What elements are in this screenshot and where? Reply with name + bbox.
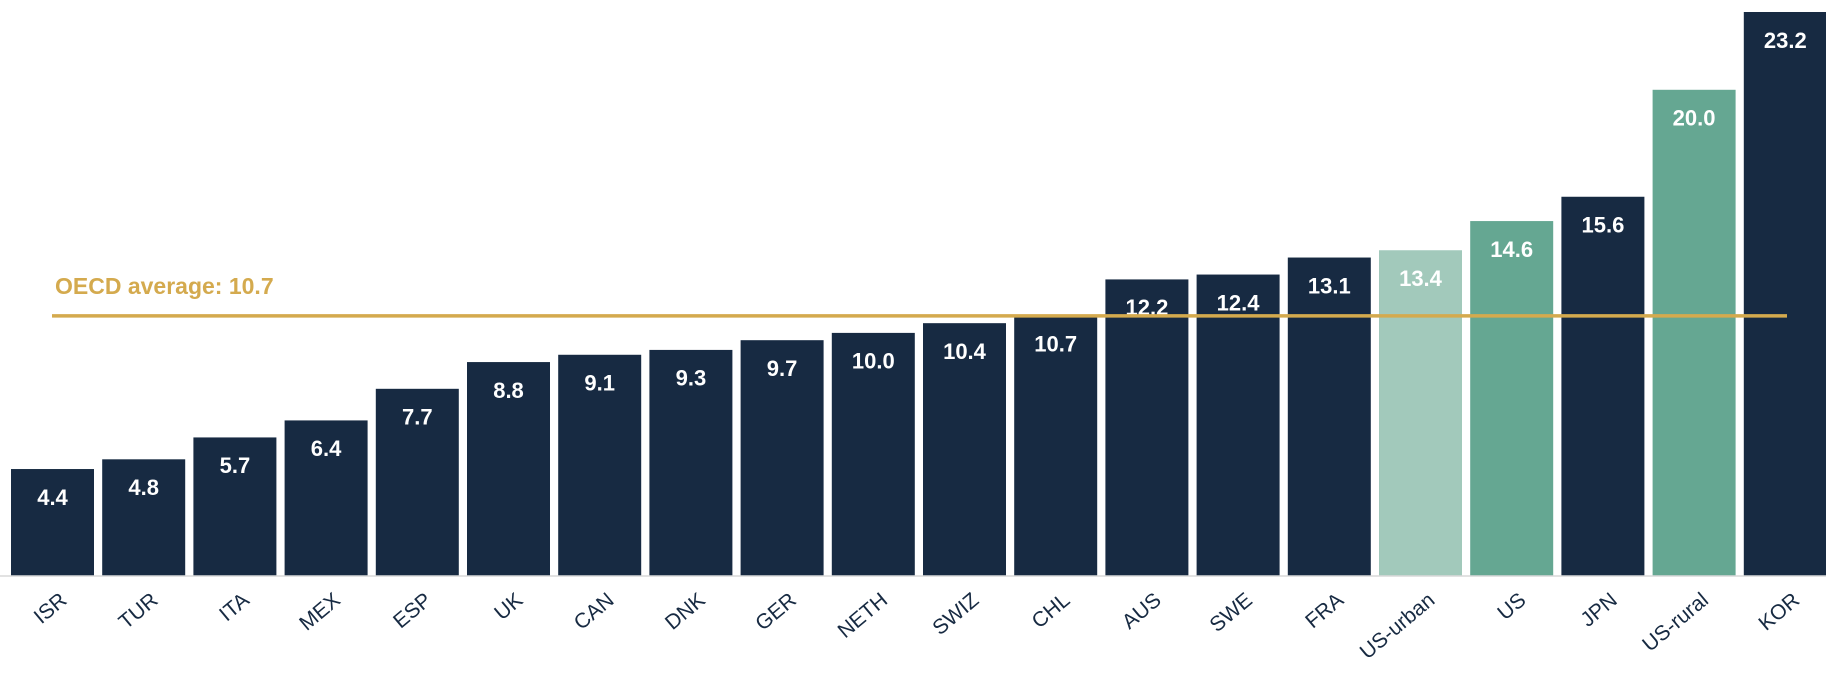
- value-label: 8.8: [493, 378, 524, 403]
- bar: [1014, 315, 1098, 576]
- x-tick-label: US-rural: [1638, 588, 1713, 656]
- value-label: 6.4: [311, 436, 342, 461]
- value-label: 4.8: [128, 475, 159, 500]
- value-label: 9.3: [676, 366, 707, 391]
- x-tick-label: ISR: [30, 588, 72, 628]
- x-tick-label: DNK: [661, 588, 710, 634]
- value-label: 9.1: [584, 371, 615, 396]
- bar: [1105, 279, 1189, 576]
- x-tick-label: US: [1493, 588, 1530, 624]
- value-label: 13.4: [1399, 266, 1443, 291]
- value-label: 20.0: [1673, 106, 1716, 131]
- value-label: 10.7: [1034, 332, 1077, 357]
- bar: [1470, 221, 1554, 576]
- value-label: 4.4: [37, 485, 68, 510]
- x-tick-label: CAN: [570, 588, 619, 634]
- bar: [558, 354, 642, 576]
- value-label: 14.6: [1490, 237, 1533, 262]
- x-tick-label: GER: [751, 588, 801, 635]
- x-tick-label: UK: [490, 588, 527, 624]
- value-label: 5.7: [220, 453, 251, 478]
- value-label: 7.7: [402, 405, 433, 430]
- reference-label: OECD average: 10.7: [55, 273, 274, 299]
- x-tick-label: AUS: [1118, 588, 1166, 633]
- bar: [649, 349, 733, 576]
- bar: [1196, 274, 1280, 576]
- value-label: 9.7: [767, 356, 798, 381]
- x-tick-label: FRA: [1301, 588, 1348, 633]
- bar: [831, 332, 915, 576]
- bar: [740, 340, 824, 576]
- bar: [467, 362, 550, 576]
- value-label: 10.0: [852, 349, 895, 374]
- value-label: 10.4: [943, 339, 987, 364]
- bar: [102, 459, 186, 576]
- x-tick-label: CHL: [1028, 588, 1075, 633]
- bar: [1561, 196, 1645, 577]
- x-tick-label: SWIZ: [928, 588, 983, 639]
- x-tick-label: JPN: [1576, 588, 1621, 631]
- x-tick-label: ITA: [215, 588, 254, 626]
- x-tick-label: SWE: [1205, 588, 1256, 636]
- bar: [1287, 257, 1371, 576]
- x-tick-label: MEX: [295, 588, 345, 635]
- value-label: 15.6: [1581, 213, 1624, 238]
- bar: [923, 323, 1006, 576]
- x-tick-label: ESP: [389, 588, 436, 633]
- bar: [375, 388, 459, 576]
- bar: [193, 437, 277, 576]
- x-tick-label: TUR: [115, 588, 163, 633]
- bar: [1379, 250, 1462, 576]
- bar: [284, 420, 368, 576]
- x-tick-label: NETH: [833, 588, 892, 642]
- bar: [1743, 12, 1826, 576]
- bar: [11, 469, 94, 576]
- value-label: 12.4: [1217, 290, 1261, 315]
- x-tick-label: US-urban: [1356, 588, 1440, 663]
- value-label: 23.2: [1764, 28, 1807, 53]
- bar: [1652, 89, 1736, 577]
- x-tick-label: KOR: [1754, 588, 1804, 635]
- value-label: 13.1: [1308, 273, 1351, 298]
